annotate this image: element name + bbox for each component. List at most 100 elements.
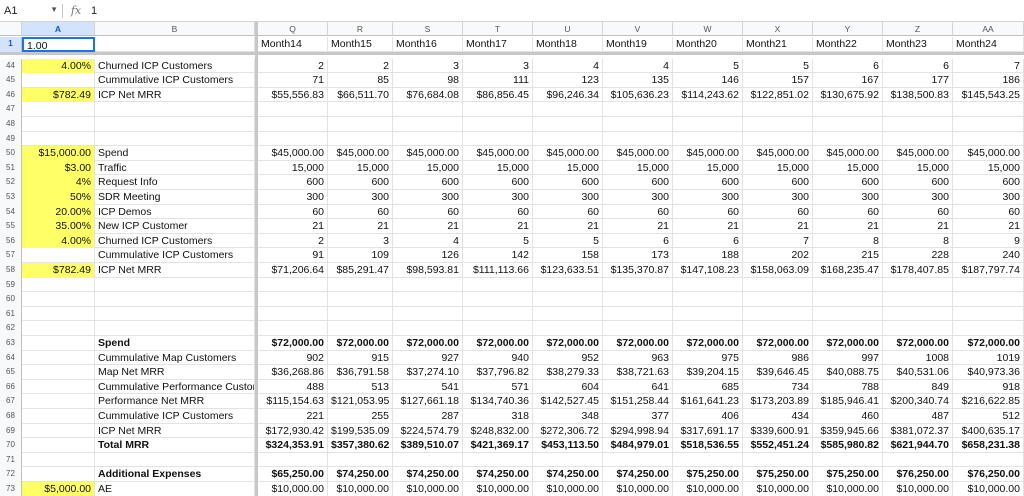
data-cell[interactable]: 60: [883, 204, 953, 220]
row-header[interactable]: 71: [0, 452, 22, 468]
data-cell[interactable]: [743, 292, 813, 307]
column-header-z[interactable]: Z: [883, 22, 953, 36]
data-cell[interactable]: [463, 306, 533, 322]
data-cell[interactable]: $111,113.66: [463, 263, 533, 278]
cell-b[interactable]: Traffic: [95, 160, 255, 176]
row-header[interactable]: 47: [0, 102, 22, 117]
cell-a[interactable]: [22, 117, 95, 132]
data-cell[interactable]: 186: [953, 73, 1024, 88]
data-cell[interactable]: [393, 117, 463, 132]
row-header[interactable]: 67: [0, 394, 22, 409]
data-cell[interactable]: $76,250.00: [953, 467, 1024, 482]
data-cell[interactable]: $37,796.82: [463, 365, 533, 380]
row-header[interactable]: 58: [0, 263, 22, 278]
data-cell[interactable]: $10,000.00: [533, 482, 603, 496]
data-cell[interactable]: $10,000.00: [673, 482, 743, 496]
data-cell[interactable]: 3: [463, 58, 533, 74]
data-cell[interactable]: $151,258.44: [603, 394, 673, 409]
cell-b[interactable]: Request Info: [95, 175, 255, 190]
data-cell[interactable]: 71: [258, 73, 328, 88]
data-cell[interactable]: $40,088.75: [813, 365, 883, 380]
data-cell[interactable]: $37,274.10: [393, 365, 463, 380]
cell-a[interactable]: [22, 350, 95, 366]
data-cell[interactable]: 406: [673, 409, 743, 424]
data-cell[interactable]: Month21: [743, 37, 813, 52]
data-cell[interactable]: [813, 131, 883, 147]
column-header-a[interactable]: A: [22, 22, 95, 36]
data-cell[interactable]: $74,250.00: [533, 467, 603, 482]
data-cell[interactable]: 221: [258, 409, 328, 424]
data-cell[interactable]: 600: [883, 175, 953, 190]
data-cell[interactable]: $381,072.37: [883, 423, 953, 439]
data-cell[interactable]: $96,246.34: [533, 87, 603, 103]
cell-a[interactable]: [22, 438, 95, 453]
cell-b[interactable]: ICP Net MRR: [95, 423, 255, 439]
data-cell[interactable]: $357,380.62: [328, 438, 393, 453]
data-cell[interactable]: 600: [673, 175, 743, 190]
data-cell[interactable]: 15,000: [328, 160, 393, 176]
data-cell[interactable]: $421,369.17: [463, 438, 533, 453]
select-all-corner[interactable]: [0, 22, 22, 36]
cell-b[interactable]: [95, 117, 255, 132]
data-cell[interactable]: $39,646.45: [743, 365, 813, 380]
data-cell[interactable]: 146: [673, 73, 743, 88]
data-cell[interactable]: $45,000.00: [673, 146, 743, 161]
data-cell[interactable]: 571: [463, 379, 533, 395]
data-cell[interactable]: [393, 131, 463, 147]
data-cell[interactable]: 60: [533, 204, 603, 220]
data-cell[interactable]: $74,250.00: [463, 467, 533, 482]
data-cell[interactable]: $72,000.00: [953, 336, 1024, 351]
data-cell[interactable]: 60: [328, 204, 393, 220]
data-cell[interactable]: 600: [258, 175, 328, 190]
formula-input[interactable]: 1: [91, 4, 98, 17]
data-cell[interactable]: $10,000.00: [603, 482, 673, 496]
data-cell[interactable]: 300: [393, 190, 463, 205]
data-cell[interactable]: [673, 102, 743, 117]
data-cell[interactable]: $76,684.08: [393, 87, 463, 103]
cell-a[interactable]: 1.00: [22, 37, 95, 52]
data-cell[interactable]: [813, 321, 883, 336]
data-cell[interactable]: [258, 306, 328, 322]
cell-a[interactable]: [22, 102, 95, 117]
data-cell[interactable]: $161,641.23: [673, 394, 743, 409]
cell-a[interactable]: $3.00: [22, 160, 95, 176]
data-cell[interactable]: [813, 277, 883, 293]
data-cell[interactable]: [743, 277, 813, 293]
row-header[interactable]: 1: [0, 37, 22, 52]
data-cell[interactable]: [743, 117, 813, 132]
row-header[interactable]: 45: [0, 73, 22, 88]
data-cell[interactable]: 6: [673, 233, 743, 249]
data-cell[interactable]: [258, 102, 328, 117]
cell-a[interactable]: [22, 467, 95, 482]
row-header[interactable]: 73: [0, 482, 22, 496]
data-cell[interactable]: 600: [953, 175, 1024, 190]
data-cell[interactable]: [463, 117, 533, 132]
data-cell[interactable]: $224,574.79: [393, 423, 463, 439]
data-cell[interactable]: 460: [813, 409, 883, 424]
data-cell[interactable]: 915: [328, 350, 393, 366]
data-cell[interactable]: 60: [813, 204, 883, 220]
data-cell[interactable]: $72,000.00: [463, 336, 533, 351]
row-header[interactable]: 66: [0, 379, 22, 395]
cell-b[interactable]: ICP Demos: [95, 204, 255, 220]
data-cell[interactable]: 5: [533, 233, 603, 249]
data-cell[interactable]: Month18: [533, 37, 603, 52]
data-cell[interactable]: [533, 102, 603, 117]
column-header-u[interactable]: U: [533, 22, 603, 36]
data-cell[interactable]: 60: [673, 204, 743, 220]
data-cell[interactable]: [603, 452, 673, 468]
data-cell[interactable]: [258, 277, 328, 293]
data-cell[interactable]: $72,000.00: [813, 336, 883, 351]
data-cell[interactable]: [883, 117, 953, 132]
data-cell[interactable]: $72,000.00: [533, 336, 603, 351]
cell-a[interactable]: 50%: [22, 190, 95, 205]
data-cell[interactable]: $294,998.94: [603, 423, 673, 439]
cell-a[interactable]: 35.00%: [22, 219, 95, 234]
data-cell[interactable]: $72,000.00: [673, 336, 743, 351]
data-cell[interactable]: 7: [953, 58, 1024, 74]
data-cell[interactable]: 3: [328, 233, 393, 249]
data-cell[interactable]: $130,675.92: [813, 87, 883, 103]
data-cell[interactable]: [603, 292, 673, 307]
data-cell[interactable]: 927: [393, 350, 463, 366]
data-cell[interactable]: 1019: [953, 350, 1024, 366]
